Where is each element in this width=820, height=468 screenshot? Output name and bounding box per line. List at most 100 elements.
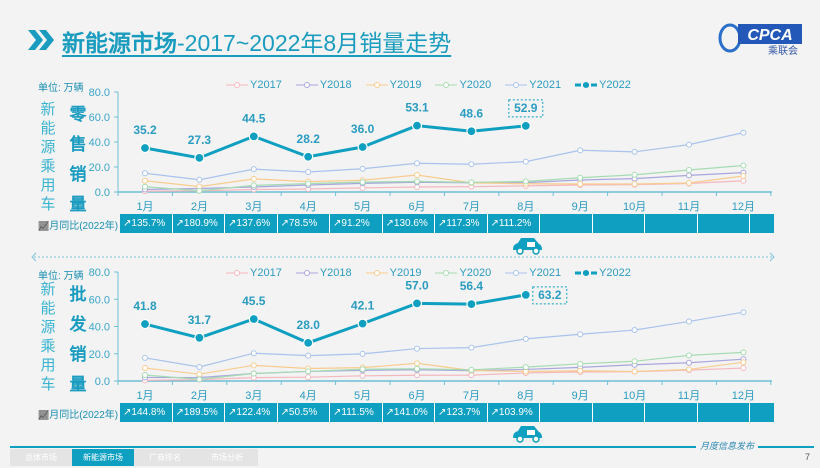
side-label-char: 乘 (40, 338, 56, 355)
x-tick-label: 5月 (354, 201, 371, 213)
series-line-Y2022 (144, 124, 526, 160)
yoy-value: 130.6% (393, 218, 428, 229)
yoy-cell: ↗111.5% (330, 403, 383, 422)
panel-title: 零售销量 (69, 105, 87, 214)
trend-up-icon: ↗ (123, 218, 132, 229)
data-point-Y2021 (577, 147, 584, 154)
tab-nev-market[interactable]: 新能源市场 (72, 449, 134, 466)
data-point-Y2022 (139, 142, 151, 154)
data-point-Y2019 (142, 365, 148, 372)
data-point-Y2020 (577, 174, 584, 181)
data-point-Y2021 (196, 176, 203, 183)
data-point-Y2020 (359, 179, 366, 186)
data-point-Y2020 (196, 376, 203, 383)
data-point-Y2019 (414, 360, 420, 367)
y-tick-label: 60.0 (89, 294, 110, 306)
yoy-value: 117.3% (446, 218, 480, 229)
legend-label: Y2021 (529, 267, 562, 279)
yoy-cell (540, 214, 593, 233)
panel-title: 批发销量 (69, 285, 87, 394)
data-point-Y2019 (631, 181, 638, 187)
data-point-Y2021 (250, 166, 257, 173)
yoy-cell: ↗137.6% (225, 214, 278, 233)
x-tick-label: 8月 (517, 390, 534, 402)
data-point-Y2020 (631, 171, 638, 178)
yoy-cell: ↗78.5% (278, 214, 330, 233)
data-point-Y2020 (142, 372, 148, 379)
trend-chart-icon: 📈 (38, 221, 50, 231)
yoy-value: 91.2% (341, 218, 370, 229)
title-main: 新能源市场 (62, 30, 177, 56)
tab-manufacturer-ranking[interactable]: 厂商排名 (149, 453, 181, 462)
yoy-cell (645, 403, 698, 422)
data-point-Y2020 (305, 180, 312, 187)
data-point-Y2019 (631, 368, 638, 375)
legend-swatch (505, 82, 528, 88)
data-point-Y2020 (577, 360, 584, 367)
y-tick-label: 80.0 (89, 267, 110, 279)
side-label-char: 用 (40, 357, 56, 374)
side-label-char: 能 (40, 120, 56, 137)
section-divider-arrow (31, 252, 775, 262)
x-tick-label: 8月 (517, 201, 534, 213)
page-number: 7 (805, 452, 811, 462)
side-label: 新能源乘用车 (40, 280, 56, 394)
yoy-cell: ↗189.5% (173, 403, 225, 422)
x-tick-label: 4月 (300, 390, 317, 402)
trend-up-icon: ↗ (438, 407, 447, 418)
data-point-Y2019 (686, 180, 692, 186)
legend-swatch (295, 270, 318, 276)
data-point-Y2021 (631, 148, 638, 155)
series-line-Y2020 (144, 351, 744, 380)
legend-label: Y2018 (319, 267, 352, 279)
cpca-logo: CPCA 乘联会 (716, 20, 806, 57)
side-label-char: 能 (40, 300, 56, 317)
data-label: 45.5 (242, 294, 266, 308)
data-point-Y2022 (303, 337, 314, 348)
trend-up-icon: ↗ (175, 407, 184, 418)
side-label-char: 车 (40, 376, 56, 393)
data-point-Y2017 (305, 374, 312, 381)
yoy-cell: ↗144.8% (120, 403, 173, 422)
side-label-char: 新 (40, 281, 56, 298)
x-tick-label: 10月 (623, 390, 646, 402)
yoy-label-text: 月同比(2022年) (49, 410, 119, 421)
legend-item: Y2019 (365, 79, 421, 91)
legend-swatch (365, 82, 388, 88)
trend-chart-icon: 📈 (38, 410, 50, 420)
trend-up-icon: ↗ (333, 218, 342, 229)
legend-item: Y2022 (575, 267, 631, 279)
data-point-Y2019 (740, 173, 747, 179)
data-point-Y2022 (357, 318, 368, 329)
legend-label: Y2022 (599, 267, 631, 279)
page-title: 新能源市场-2017~2022年8月销量走势 (62, 24, 451, 58)
tab-market-analysis[interactable]: 市场分析 (211, 453, 243, 462)
x-tick-label: 1月 (136, 201, 153, 213)
line-chart: 0.0 20.0 40.0 60.0 80.0 35.2 27.3 44.5 28.2 36.0 5… (89, 87, 772, 213)
yoy-cell: ↗91.2% (330, 214, 383, 233)
tab-overall-market[interactable]: 总体市场 (25, 453, 57, 462)
data-point-Y2020 (250, 182, 257, 189)
yoy-cell: ↗103.9% (488, 403, 540, 422)
data-point-Y2021 (522, 335, 529, 342)
yoy-cell: ↗130.6% (383, 214, 435, 233)
data-point-Y2021 (142, 354, 148, 361)
data-label: 48.6 (460, 106, 484, 120)
trend-up-icon: ↗ (280, 218, 289, 229)
data-point-Y2020 (359, 366, 366, 373)
x-tick-label: 6月 (408, 201, 425, 213)
data-point-Y2020 (305, 368, 312, 375)
yoy-cell (540, 403, 593, 422)
data-label: 28.0 (297, 318, 321, 332)
x-tick-label: 11月 (678, 390, 700, 402)
svg-text:CPCA: CPCA (747, 27, 792, 44)
yoy-value: 141.0% (393, 407, 428, 418)
data-point-Y2020 (631, 358, 638, 365)
data-point-Y2019 (196, 371, 203, 378)
data-label: 44.5 (242, 111, 266, 125)
data-point-Y2022 (411, 120, 423, 131)
series-line-Y2020 (144, 164, 744, 192)
x-tick-label: 6月 (408, 390, 425, 402)
data-point-Y2021 (305, 352, 312, 359)
x-tick-label: 9月 (572, 390, 589, 402)
